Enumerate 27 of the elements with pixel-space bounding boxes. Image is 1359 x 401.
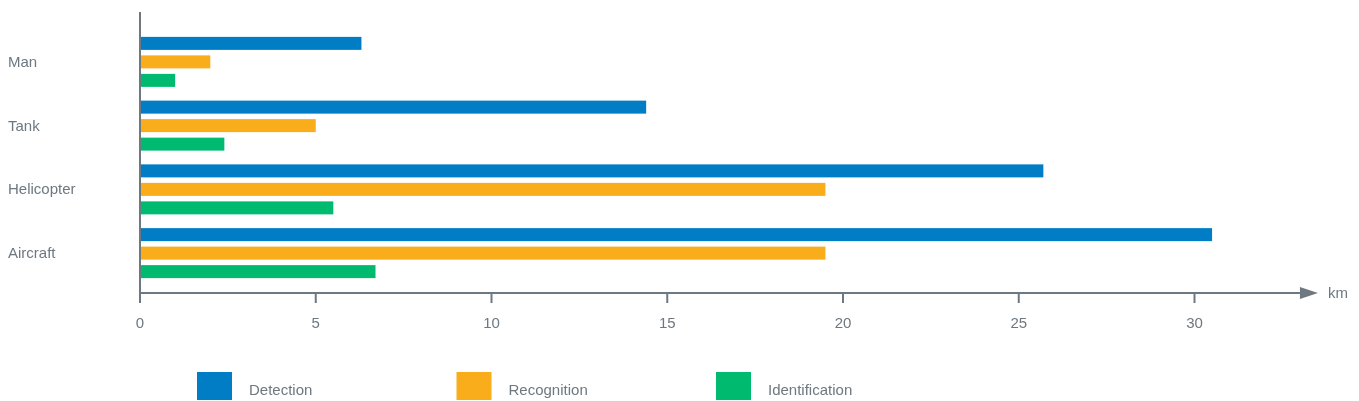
x-axis-title: km bbox=[1327, 284, 1348, 301]
bar bbox=[140, 100, 647, 114]
y-tick-label: Aircraft bbox=[8, 244, 57, 262]
x-tick-label: 5 bbox=[311, 314, 320, 331]
x-tick-label: 25 bbox=[1010, 314, 1028, 331]
bar bbox=[140, 182, 826, 196]
bar bbox=[140, 164, 1044, 178]
bar bbox=[140, 36, 362, 50]
x-tick-label: 30 bbox=[1186, 314, 1203, 331]
y-tick-label: Helicopter bbox=[8, 180, 76, 198]
y-tick-label: Man bbox=[8, 52, 38, 70]
bar bbox=[140, 137, 225, 151]
legend-label: Identification bbox=[768, 381, 853, 398]
bar bbox=[140, 265, 376, 279]
bar bbox=[140, 73, 176, 87]
x-tick-label: 20 bbox=[834, 314, 852, 331]
bar bbox=[140, 201, 334, 215]
legend-label: Recognition bbox=[508, 381, 588, 398]
bar bbox=[140, 228, 1213, 242]
legend-label: Detection bbox=[249, 381, 313, 398]
bar bbox=[140, 246, 826, 260]
bar bbox=[140, 119, 316, 133]
y-tick-label: Tank bbox=[8, 116, 41, 134]
bar bbox=[140, 55, 211, 69]
x-tick-label: 0 bbox=[135, 314, 145, 331]
x-tick-label: 10 bbox=[483, 314, 500, 331]
x-tick-label: 15 bbox=[658, 314, 676, 331]
